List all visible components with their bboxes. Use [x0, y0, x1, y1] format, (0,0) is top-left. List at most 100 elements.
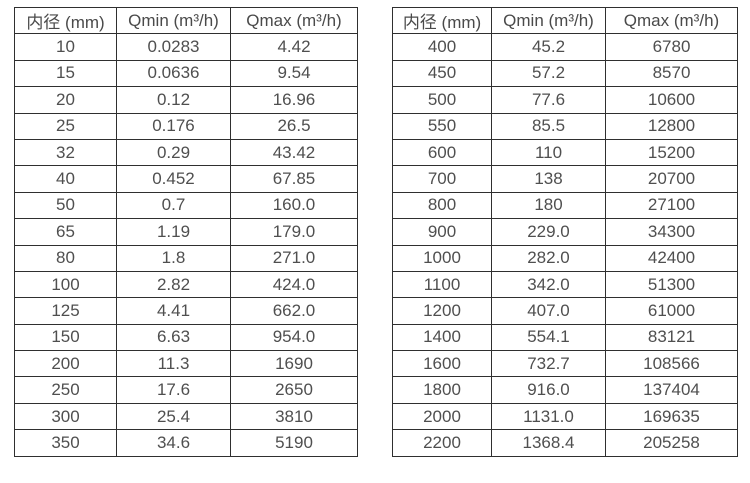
table-cell: 110: [491, 138, 606, 167]
table-row: 15 0.0636 9.54: [14, 59, 358, 88]
table-row: 400 45.2 6780: [392, 33, 738, 61]
table-cell: 61000: [605, 297, 738, 325]
table-cell: 1400: [392, 323, 492, 352]
table-cell: 424.0: [230, 270, 358, 299]
table-cell: 300: [14, 402, 117, 431]
table-cell: 25: [14, 112, 117, 140]
table-cell: 42400: [605, 244, 738, 272]
table-cell: 67.85: [230, 165, 358, 193]
flow-rate-table-large-diameters: 内径 (mm) Qmin (m³/h) Qmax (m³/h) 400 45.2 6…: [392, 6, 738, 457]
table-cell: 20700: [605, 165, 738, 193]
table-cell: 65: [14, 218, 117, 246]
table-cell: 1100: [392, 270, 492, 299]
table-cell: 2200: [392, 429, 492, 457]
table-row: 500 77.6 10600: [392, 86, 738, 114]
table-cell: 34300: [605, 218, 738, 246]
table-cell: 500: [392, 86, 492, 114]
table-cell: 137404: [605, 376, 738, 404]
table-cell: 400: [392, 33, 492, 61]
table-cell: 12800: [605, 112, 738, 140]
table-cell: 180: [491, 191, 606, 220]
table-row: 450 57.2 8570: [392, 59, 738, 88]
table-row: 32 0.29 43.42: [14, 138, 358, 167]
table-cell: 0.0636: [116, 59, 231, 88]
table-cell: 2650: [230, 376, 358, 404]
table-cell: 27100: [605, 191, 738, 220]
table-cell: 50: [14, 191, 117, 220]
table-cell: 34.6: [116, 429, 231, 457]
table-cell: 1690: [230, 350, 358, 378]
table-cell: 4.41: [116, 297, 231, 325]
table-cell: 179.0: [230, 218, 358, 246]
table-cell: 85.5: [491, 112, 606, 140]
table-cell: 205258: [605, 429, 738, 457]
table-cell: 900: [392, 218, 492, 246]
table-cell: 51300: [605, 270, 738, 299]
table-cell: 250: [14, 376, 117, 404]
table-cell: 20: [14, 86, 117, 114]
table-cell: 600: [392, 138, 492, 167]
table-row: 1100 342.0 51300: [392, 270, 738, 299]
table-cell: 407.0: [491, 297, 606, 325]
table-cell: 1.8: [116, 244, 231, 272]
table-cell: 43.42: [230, 138, 358, 167]
table-cell: 26.5: [230, 112, 358, 140]
table-cell: 100: [14, 270, 117, 299]
table-cell: 16.96: [230, 86, 358, 114]
table-cell: 1600: [392, 350, 492, 378]
table-cell: 1.19: [116, 218, 231, 246]
table-row: 40 0.452 67.85: [14, 165, 358, 193]
table-cell: 0.0283: [116, 33, 231, 61]
table-cell: 2000: [392, 402, 492, 431]
table-cell: 200: [14, 350, 117, 378]
table-cell: 0.29: [116, 138, 231, 167]
table-cell: 800: [392, 191, 492, 220]
table-cell: 1800: [392, 376, 492, 404]
table-cell: 0.12: [116, 86, 231, 114]
table-row: 2200 1368.4 205258: [392, 429, 738, 457]
table-row: 80 1.8 271.0: [14, 244, 358, 272]
table-row: 700 138 20700: [392, 165, 738, 193]
table-cell: 17.6: [116, 376, 231, 404]
table-cell: 1368.4: [491, 429, 606, 457]
table-cell: 3810: [230, 402, 358, 431]
table-cell: 45.2: [491, 33, 606, 61]
table-cell: 4.42: [230, 33, 358, 61]
table-row: 250 17.6 2650: [14, 376, 358, 404]
column-header-qmax: Qmax (m³/h): [230, 6, 358, 35]
table-cell: 342.0: [491, 270, 606, 299]
table-cell: 10: [14, 33, 117, 61]
table-cell: 0.176: [116, 112, 231, 140]
table-row: 1800 916.0 137404: [392, 376, 738, 404]
table-cell: 77.6: [491, 86, 606, 114]
table-cell: 10600: [605, 86, 738, 114]
table-cell: 32: [14, 138, 117, 167]
table-row: 1600 732.7 108566: [392, 350, 738, 378]
table-cell: 916.0: [491, 376, 606, 404]
table-cell: 662.0: [230, 297, 358, 325]
table-cell: 15200: [605, 138, 738, 167]
table-cell: 138: [491, 165, 606, 193]
table-row: 200 11.3 1690: [14, 350, 358, 378]
table-row: 300 25.4 3810: [14, 402, 358, 431]
table-cell: 125: [14, 297, 117, 325]
table-row: 800 180 27100: [392, 191, 738, 220]
table-row: 20 0.12 16.96: [14, 86, 358, 114]
table-cell: 2.82: [116, 270, 231, 299]
table-cell: 25.4: [116, 402, 231, 431]
table-cell: 450: [392, 59, 492, 88]
table-row: 100 2.82 424.0: [14, 270, 358, 299]
table-cell: 11.3: [116, 350, 231, 378]
table-cell: 108566: [605, 350, 738, 378]
table-cell: 1131.0: [491, 402, 606, 431]
table-row: 50 0.7 160.0: [14, 191, 358, 220]
table-row: 1000 282.0 42400: [392, 244, 738, 272]
column-header-inner-diameter: 内径 (mm): [392, 6, 492, 35]
table-header-row: 内径 (mm) Qmin (m³/h) Qmax (m³/h): [392, 6, 738, 35]
table-cell: 700: [392, 165, 492, 193]
table-cell: 80: [14, 244, 117, 272]
table-cell: 150: [14, 323, 117, 352]
table-cell: 40: [14, 165, 117, 193]
table-row: 350 34.6 5190: [14, 429, 358, 457]
